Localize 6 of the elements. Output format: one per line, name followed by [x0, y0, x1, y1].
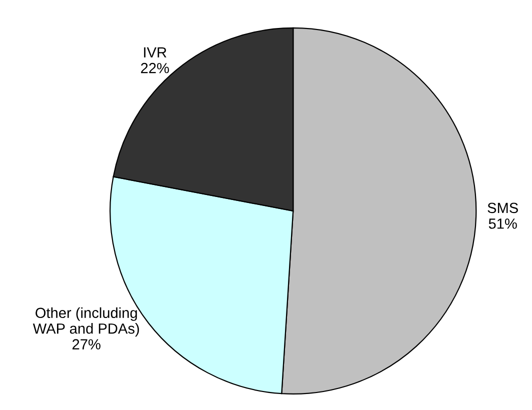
- data-label: 27%: [72, 339, 100, 350]
- slice-label: IVR: [144, 47, 166, 58]
- data-label: 51%: [488, 218, 517, 229]
- slice-label: SMS: [488, 202, 518, 214]
- slice-label: Other (including WAP and PDAs): [32, 307, 139, 337]
- data-label: 22%: [141, 62, 169, 74]
